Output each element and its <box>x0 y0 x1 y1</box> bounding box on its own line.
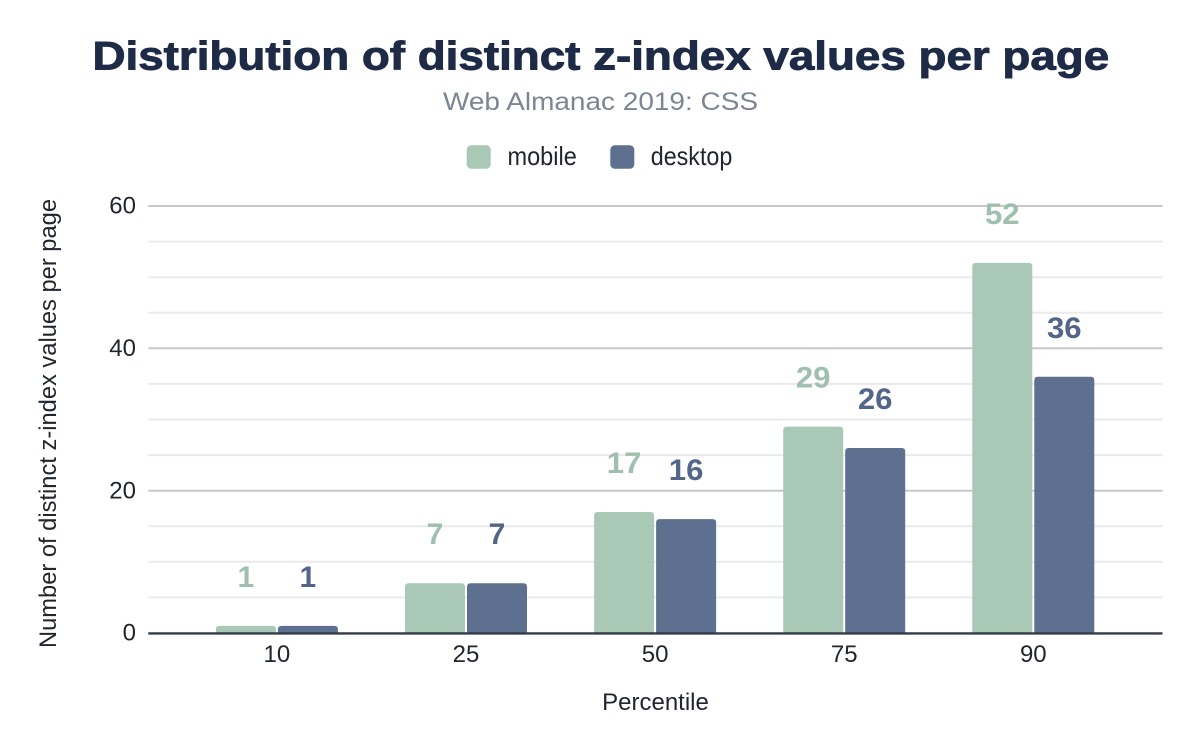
svg-text:26: 26 <box>858 383 893 416</box>
svg-text:16: 16 <box>669 454 704 487</box>
svg-text:20: 20 <box>109 477 136 504</box>
svg-text:60: 60 <box>109 193 136 220</box>
svg-text:Percentile: Percentile <box>602 689 709 716</box>
svg-text:40: 40 <box>109 335 136 362</box>
svg-text:1: 1 <box>238 561 255 594</box>
svg-text:0: 0 <box>123 620 136 647</box>
svg-text:1: 1 <box>300 561 317 594</box>
svg-text:90: 90 <box>1020 641 1047 668</box>
svg-text:desktop: desktop <box>651 141 733 171</box>
svg-text:50: 50 <box>642 641 669 668</box>
svg-text:Distribution of distinct z-ind: Distribution of distinct z-index values … <box>93 34 1110 78</box>
svg-text:25: 25 <box>453 641 480 668</box>
svg-text:52: 52 <box>985 198 1020 231</box>
svg-text:17: 17 <box>607 447 642 480</box>
svg-text:36: 36 <box>1047 312 1082 345</box>
svg-text:10: 10 <box>264 641 291 668</box>
svg-text:Number of distinct z-index val: Number of distinct z-index values per pa… <box>35 199 62 648</box>
svg-text:29: 29 <box>796 362 831 395</box>
svg-text:7: 7 <box>489 518 506 551</box>
svg-text:7: 7 <box>427 518 444 551</box>
svg-text:mobile: mobile <box>508 141 577 171</box>
svg-text:75: 75 <box>831 641 858 668</box>
svg-text:Web Almanac 2019: CSS: Web Almanac 2019: CSS <box>443 88 758 116</box>
